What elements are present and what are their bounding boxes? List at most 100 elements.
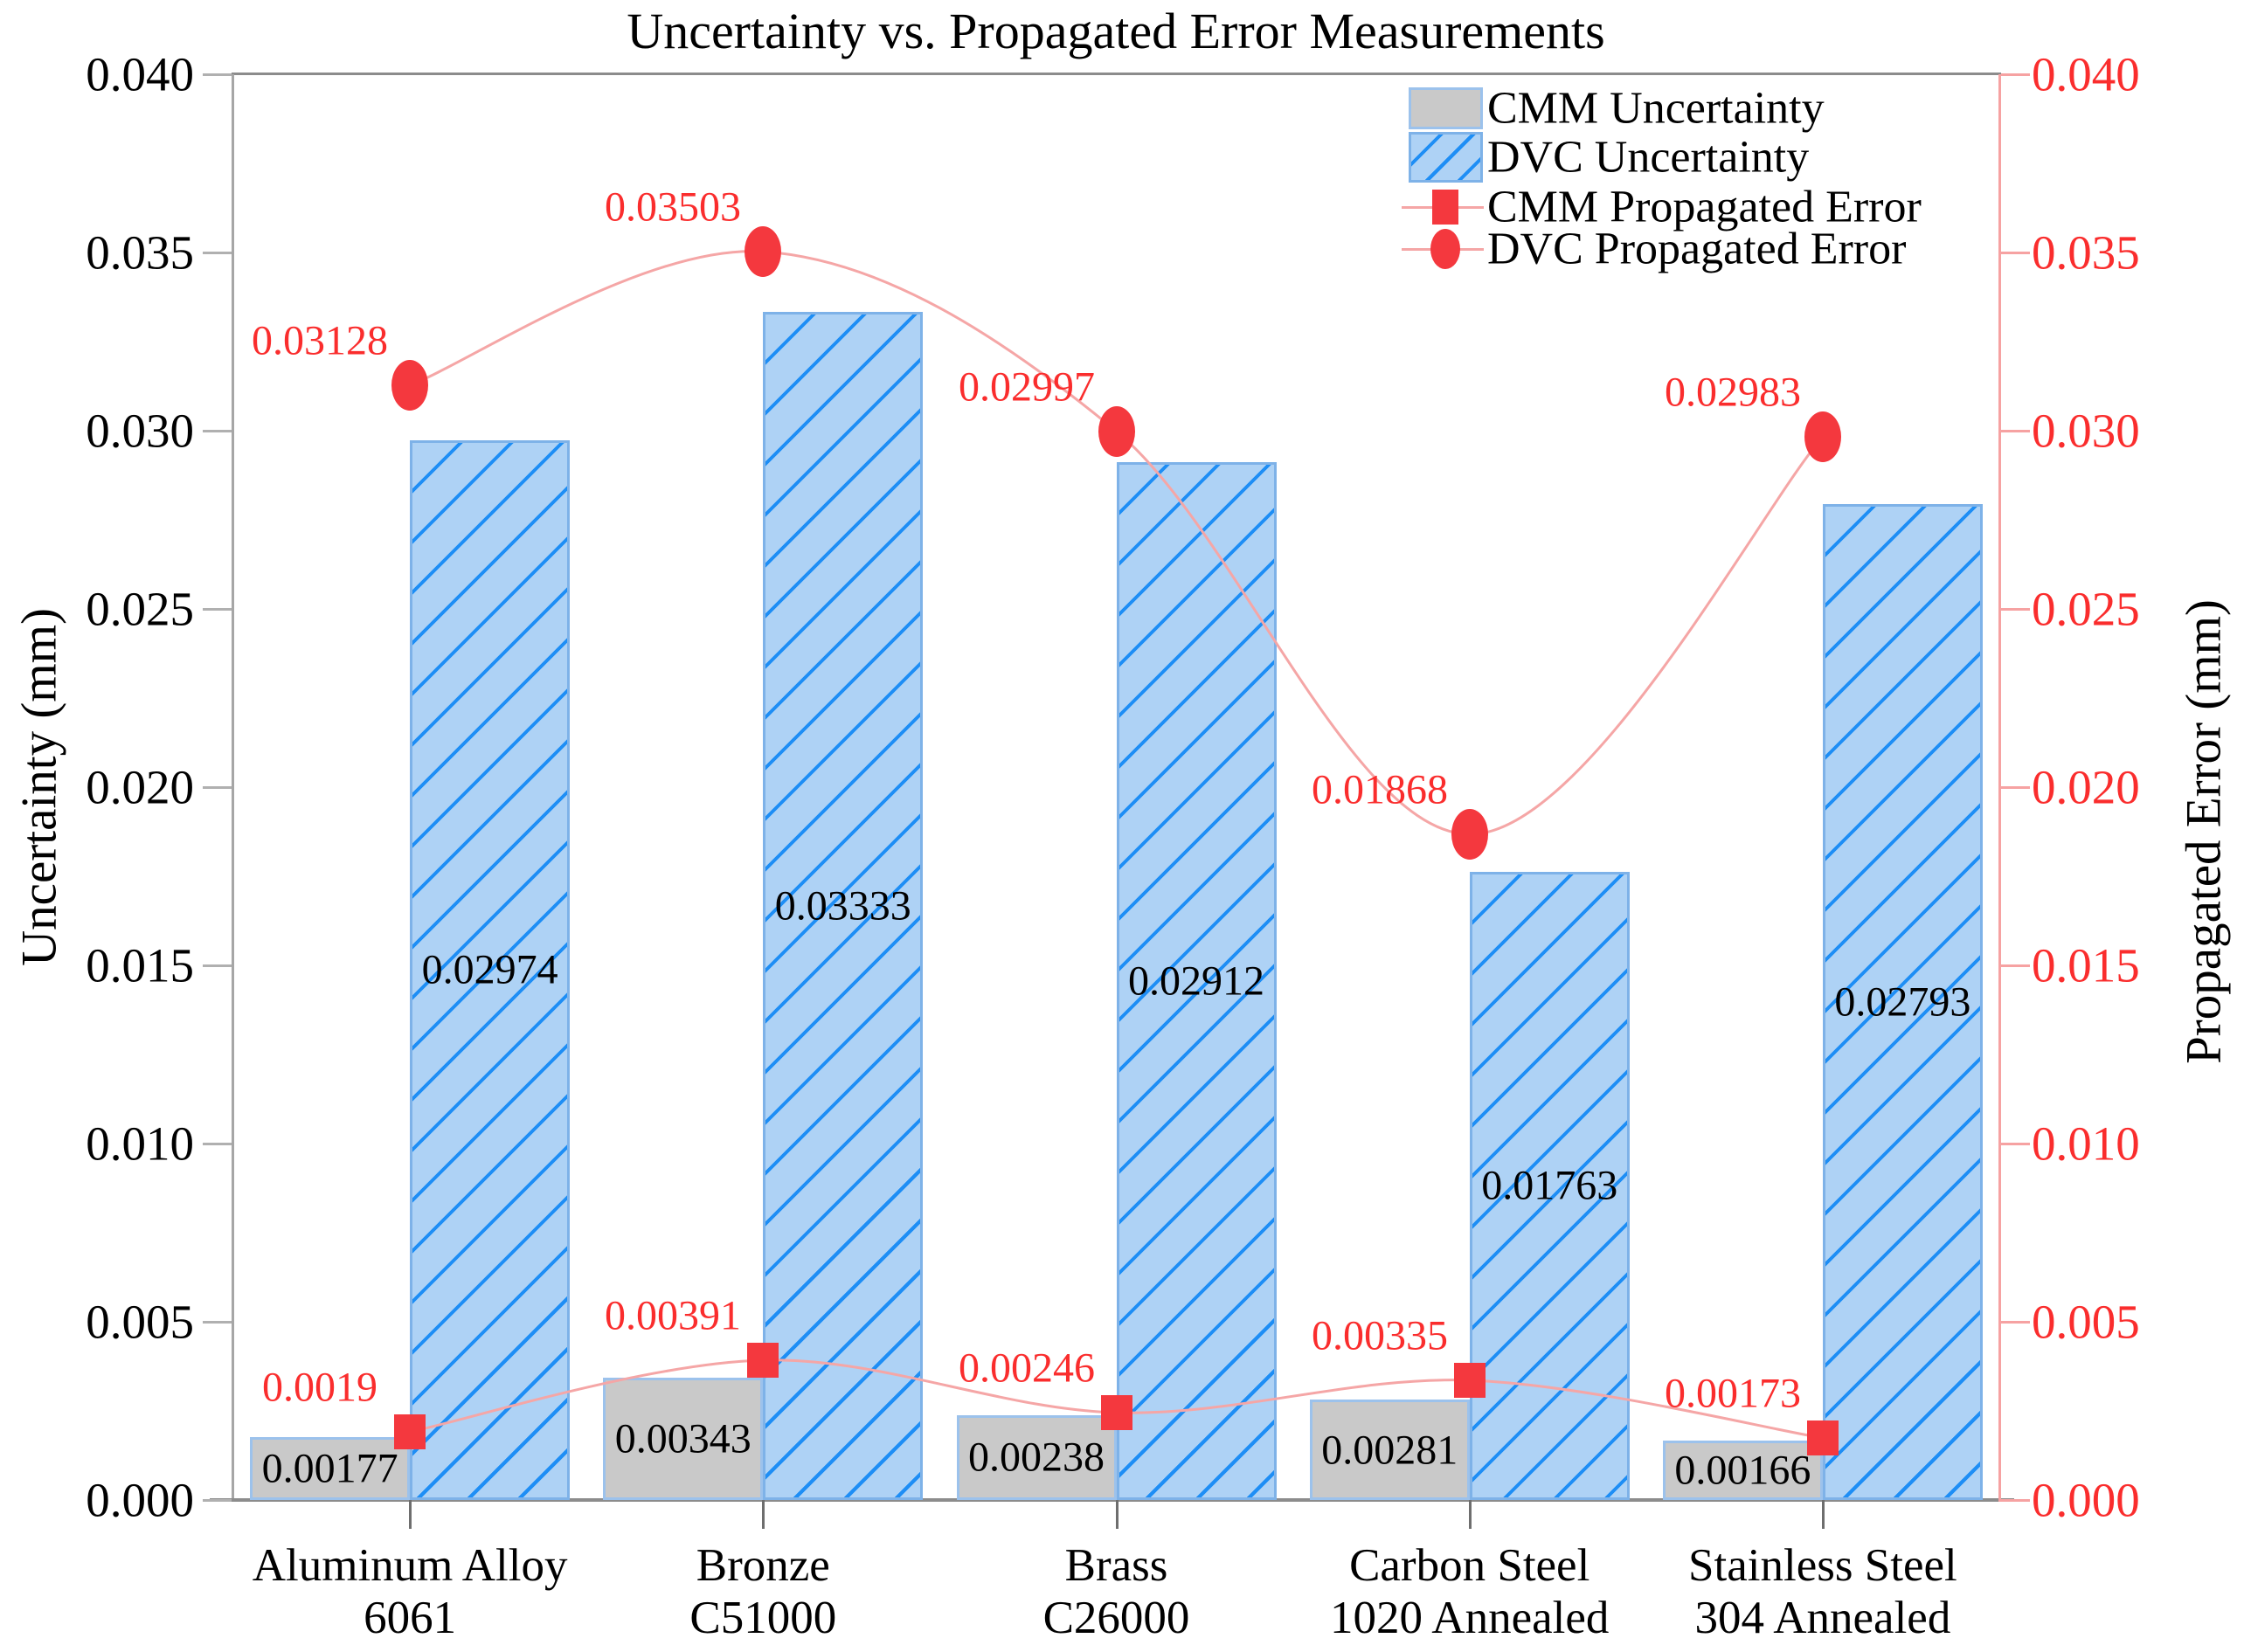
data-label-dvc-propagated-error: 0.03128 <box>252 317 388 364</box>
bar-cmm-uncertainty-stainless-steel <box>1662 1441 1823 1500</box>
right-axis-tick <box>2001 964 2030 967</box>
left-axis-tick-label: 0.020 <box>86 760 194 814</box>
right-axis-tick-label: 0.000 <box>2032 1473 2140 1527</box>
circle-marker-bronze <box>745 226 781 277</box>
legend-swatch-cmm-uncertainty <box>1409 87 1483 129</box>
category-label-line: Stainless Steel <box>1688 1540 1957 1591</box>
data-label-cmm-propagated-error: 0.0019 <box>262 1364 377 1411</box>
right-axis-tick-label: 0.040 <box>2032 47 2140 101</box>
data-label-dvc-propagated-error: 0.03503 <box>605 183 741 231</box>
category-label: Carbon Steel 1020 Annealed <box>1330 1539 1609 1644</box>
bar-value-label: 0.02974 <box>421 946 558 993</box>
bar-value-label: 0.00238 <box>968 1434 1105 1481</box>
data-label-dvc-propagated-error: 0.02983 <box>1665 369 1801 416</box>
bar-cmm-uncertainty-carbon-steel <box>1309 1400 1470 1500</box>
bar-dvc-uncertainty-aluminum-alloy <box>410 439 571 1500</box>
square-marker-brass <box>1101 1395 1132 1430</box>
left-axis-tick <box>203 786 232 789</box>
right-axis-tick-label: 0.020 <box>2032 760 2140 814</box>
chart-title: Uncertainty vs. Propagated Error Measure… <box>627 3 1605 59</box>
category-tick <box>1115 1500 1119 1529</box>
data-label-cmm-propagated-error: 0.00391 <box>605 1292 741 1339</box>
right-axis-tick <box>2001 252 2030 254</box>
right-axis-tick <box>2001 1321 2030 1324</box>
left-axis-tick <box>203 430 232 432</box>
bar-value-label: 0.02912 <box>1128 957 1264 1005</box>
circle-marker-aluminum-alloy <box>391 360 428 411</box>
legend-swatch-dvc-uncertainty <box>1409 132 1483 183</box>
legend-circle-marker <box>1430 229 1460 269</box>
bar-value-label: 0.00281 <box>1321 1427 1458 1474</box>
square-marker-stainless-steel <box>1807 1420 1839 1455</box>
category-label: Stainless Steel 304 Annealed <box>1688 1539 1957 1644</box>
category-label-line: Carbon Steel <box>1349 1540 1590 1591</box>
right-axis-tick <box>2001 786 2030 789</box>
category-tick <box>762 1500 765 1529</box>
square-marker-carbon-steel <box>1454 1363 1486 1398</box>
bar-cmm-uncertainty-aluminum-alloy <box>250 1436 411 1500</box>
category-label-line: 6061 <box>364 1593 457 1643</box>
legend-label-cmm-propagated-error: CMM Propagated Error <box>1487 182 1922 232</box>
category-label-line: Bronze <box>696 1540 830 1591</box>
left-axis-tick-label: 0.000 <box>86 1473 194 1527</box>
category-label-line: 1020 Annealed <box>1329 1593 1610 1643</box>
right-axis-tick <box>2001 1499 2030 1502</box>
right-axis-tick-label: 0.035 <box>2032 225 2140 280</box>
left-axis-tick <box>203 252 232 254</box>
category-label-line: C26000 <box>1042 1593 1190 1643</box>
circle-marker-carbon-steel <box>1451 809 1488 860</box>
data-label-cmm-propagated-error: 0.00246 <box>959 1344 1095 1392</box>
bar-dvc-uncertainty-bronze <box>763 312 924 1500</box>
bar-dvc-uncertainty-stainless-steel <box>1822 504 1983 1500</box>
left-axis-tick-label: 0.030 <box>86 404 194 458</box>
left-axis-tick-label: 0.025 <box>86 582 194 636</box>
square-marker-aluminum-alloy <box>394 1414 426 1449</box>
bar-cmm-uncertainty-bronze <box>603 1378 764 1500</box>
circle-marker-brass <box>1098 406 1135 457</box>
category-tick <box>1468 1500 1472 1529</box>
left-axis-tick <box>203 73 232 76</box>
x-axis-line <box>210 1498 2014 1502</box>
bar-value-label: 0.00343 <box>614 1415 751 1462</box>
right-axis-tick-label: 0.025 <box>2032 582 2140 636</box>
category-label-line: Brass <box>1064 1540 1168 1591</box>
left-axis-tick <box>203 608 232 611</box>
line-dvc-propagated-error <box>409 250 1825 836</box>
left-axis-tick-label: 0.040 <box>86 47 194 101</box>
category-tick <box>1821 1500 1825 1529</box>
left-axis-tick-label: 0.010 <box>86 1116 194 1171</box>
left-axis-tick-label: 0.035 <box>86 225 194 280</box>
square-marker-bronze <box>747 1343 779 1378</box>
bar-value-label: 0.01763 <box>1481 1162 1618 1209</box>
category-tick <box>409 1500 412 1529</box>
left-axis-tick <box>203 964 232 967</box>
legend-square-marker <box>1432 190 1458 225</box>
bar-value-label: 0.02793 <box>1834 978 1971 1026</box>
plot-right-spine <box>1998 74 2001 1502</box>
category-label: Brass C26000 <box>1043 1539 1190 1644</box>
right-axis-tick <box>2001 608 2030 611</box>
left-axis-tick <box>203 1499 232 1502</box>
plot-left-spine <box>232 74 234 1500</box>
bar-value-label: 0.03333 <box>774 882 911 930</box>
right-axis-tick-label: 0.010 <box>2032 1116 2140 1171</box>
category-label: Aluminum Alloy 6061 <box>253 1539 568 1644</box>
legend-label-dvc-uncertainty: DVC Uncertainty <box>1487 132 1810 183</box>
circle-marker-stainless-steel <box>1804 411 1841 462</box>
bar-cmm-uncertainty-brass <box>956 1414 1117 1500</box>
right-axis-tick <box>2001 1143 2030 1145</box>
right-axis-tick-label: 0.015 <box>2032 938 2140 992</box>
category-label-line: Aluminum Alloy <box>252 1540 568 1591</box>
right-axis-tick <box>2001 73 2030 76</box>
legend-label-cmm-uncertainty: CMM Uncertainty <box>1487 83 1825 134</box>
data-label-dvc-propagated-error: 0.02997 <box>959 363 1095 411</box>
category-label: Bronze C51000 <box>689 1539 836 1644</box>
category-label-line: C51000 <box>689 1593 837 1643</box>
right-axis-tick-label: 0.030 <box>2032 404 2140 458</box>
data-label-cmm-propagated-error: 0.00335 <box>1312 1312 1448 1359</box>
bar-value-label: 0.00166 <box>1674 1447 1811 1494</box>
left-axis-tick <box>203 1143 232 1145</box>
